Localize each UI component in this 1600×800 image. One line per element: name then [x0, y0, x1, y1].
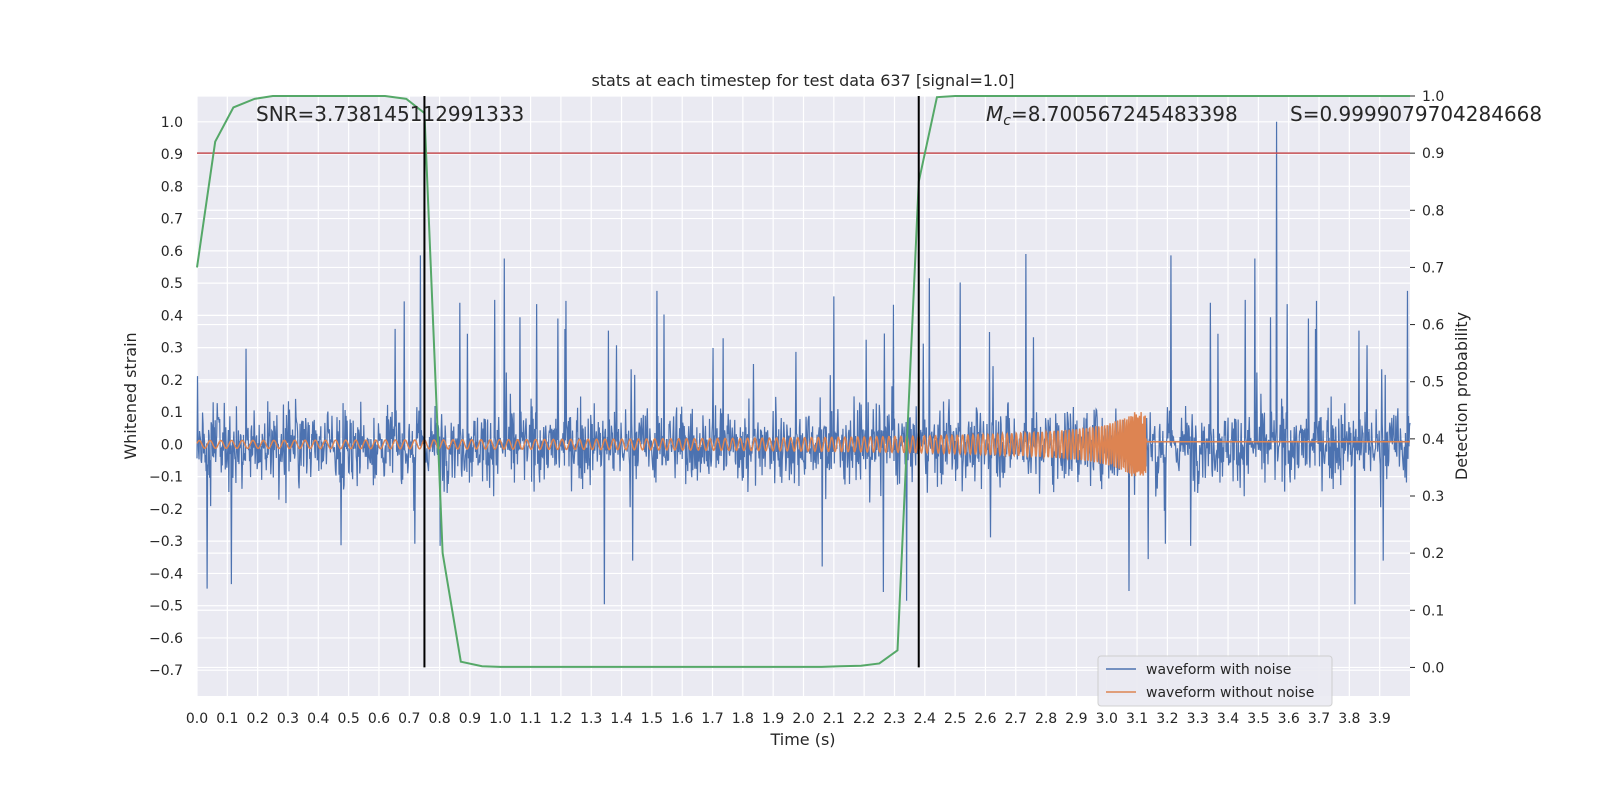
y-right-tick-label: 0.1 — [1422, 603, 1444, 619]
x-tick-label: 0.3 — [277, 711, 299, 727]
grid-lines — [196, 95, 1410, 696]
y-tick-label: 0.7 — [161, 212, 183, 228]
y-right-tick-label: 0.3 — [1422, 489, 1444, 505]
chirp-mass-value: =8.700567245483398 — [1011, 102, 1238, 126]
series-layer — [196, 95, 1411, 668]
series-waveform-with-noise — [196, 121, 1411, 605]
series-detection-probability — [196, 95, 1410, 668]
y-right-tick-label: 0.5 — [1422, 375, 1444, 391]
x-tick-label: 3.3 — [1187, 711, 1209, 727]
x-tick-label: 2.4 — [914, 711, 936, 727]
x-tick-label: 0.9 — [459, 711, 481, 727]
y-tick-label: −0.3 — [149, 534, 183, 550]
x-tick-label: 1.6 — [671, 711, 693, 727]
snr-annotation: SNR=3.738145112991333 — [256, 102, 524, 126]
y-tick-label: −0.2 — [149, 502, 183, 518]
y-tick-label: 0.2 — [161, 373, 183, 389]
x-tick-labels: 0.0 0.1 0.2 0.3 0.4 0.5 0.6 0.7 0.8 0.9 1.0 1.1 1.2 1… — [186, 711, 1391, 727]
chirp-mass-symbol: M — [986, 102, 1003, 126]
x-tick-label: 0.5 — [337, 711, 359, 727]
series-waveform-without-noise — [196, 412, 1410, 477]
x-tick-label: 2.2 — [853, 711, 875, 727]
y-tick-label: 0.8 — [161, 179, 183, 195]
x-tick-label: 0.2 — [247, 711, 269, 727]
y-axis-label: Whitened strain — [121, 332, 140, 459]
x-tick-label: 1.4 — [610, 711, 632, 727]
x-tick-label: 0.1 — [216, 711, 238, 727]
y-right-tick-label: 0.6 — [1422, 318, 1444, 334]
y-tick-label: −0.4 — [149, 566, 183, 582]
y-tick-label: 1.0 — [161, 115, 183, 131]
x-tick-label: 3.6 — [1278, 711, 1300, 727]
x-tick-label: 0.0 — [186, 711, 208, 727]
x-tick-label: 3.8 — [1338, 711, 1360, 727]
x-tick-label: 1.0 — [489, 711, 511, 727]
x-tick-label: 1.3 — [580, 711, 602, 727]
x-tick-label: 2.3 — [883, 711, 905, 727]
y-right-tick-label: 1.0 — [1422, 89, 1444, 105]
x-tick-label: 2.1 — [823, 711, 845, 727]
y-right-tick-label: 0.7 — [1422, 260, 1444, 276]
x-tick-label: 3.0 — [1096, 711, 1118, 727]
y-right-tick-label: 0.2 — [1422, 546, 1444, 562]
y-tick-label: −0.1 — [149, 470, 183, 486]
y-tick-label: 0.1 — [161, 405, 183, 421]
x-tick-label: 2.0 — [792, 711, 814, 727]
x-tick-label: 2.7 — [1005, 711, 1027, 727]
legend-box — [1097, 655, 1333, 707]
x-tick-label: 1.5 — [641, 711, 663, 727]
y-tick-label: 0.6 — [161, 244, 183, 260]
x-tick-label: 1.2 — [550, 711, 572, 727]
x-tick-label: 1.1 — [519, 711, 541, 727]
s-annotation: S=0.9999079704284668 — [1290, 102, 1542, 126]
x-tick-label: 3.4 — [1217, 711, 1239, 727]
y-tick-label: 0.0 — [161, 437, 183, 453]
y-tick-label: 0.4 — [161, 308, 183, 324]
x-axis-label: Time (s) — [769, 730, 835, 749]
chart-title: stats at each timestep for test data 637… — [591, 71, 1014, 90]
x-tick-label: 1.8 — [732, 711, 754, 727]
y-tick-label: 0.9 — [161, 147, 183, 163]
x-tick-label: 0.8 — [428, 711, 450, 727]
y-tick-label: −0.5 — [149, 599, 183, 615]
y-tick-label: 0.5 — [161, 276, 183, 292]
x-tick-label: 3.2 — [1156, 711, 1178, 727]
x-tick-label: 1.7 — [701, 711, 723, 727]
x-tick-label: 3.7 — [1308, 711, 1330, 727]
y-right-tick-label: 0.9 — [1422, 146, 1444, 162]
legend-entry-clean: waveform without noise — [1146, 685, 1314, 701]
x-tick-label: 1.9 — [762, 711, 784, 727]
x-tick-label: 2.8 — [1035, 711, 1057, 727]
chirp-mass-subscript: c — [1003, 113, 1011, 129]
y-tick-label: −0.6 — [149, 631, 183, 647]
x-tick-label: 3.9 — [1369, 711, 1391, 727]
x-tick-label: 2.5 — [944, 711, 966, 727]
x-tick-label: 0.7 — [398, 711, 420, 727]
legend-entry-noise: waveform with noise — [1146, 662, 1291, 678]
y-right-tick-label: 0.8 — [1422, 203, 1444, 219]
x-tick-label: 0.4 — [307, 711, 329, 727]
y-tick-labels: 1.0 0.9 0.8 0.7 0.6 0.5 0.4 0.3 0.2 0.1 0.0 −0.1 −0.… — [149, 115, 183, 679]
legend: waveform with noise waveform without noi… — [1097, 655, 1333, 707]
y-right-tick-labels: 1.0 0.9 0.8 0.7 0.6 0.5 0.4 0.3 0.2 0.1 0.0 — [1410, 89, 1444, 676]
y-tick-label: 0.3 — [161, 341, 183, 357]
x-tick-label: 3.1 — [1126, 711, 1148, 727]
x-tick-label: 0.6 — [368, 711, 390, 727]
y-right-axis-label: Detection probability — [1452, 312, 1471, 480]
y-right-tick-label: 0.4 — [1422, 432, 1444, 448]
x-tick-label: 3.5 — [1247, 711, 1269, 727]
y-right-tick-label: 0.0 — [1422, 660, 1444, 676]
x-tick-label: 2.9 — [1065, 711, 1087, 727]
chirp-mass-annotation: Mc=8.700567245483398 — [986, 102, 1238, 129]
y-tick-label: −0.7 — [149, 663, 183, 679]
x-tick-label: 2.6 — [974, 711, 996, 727]
